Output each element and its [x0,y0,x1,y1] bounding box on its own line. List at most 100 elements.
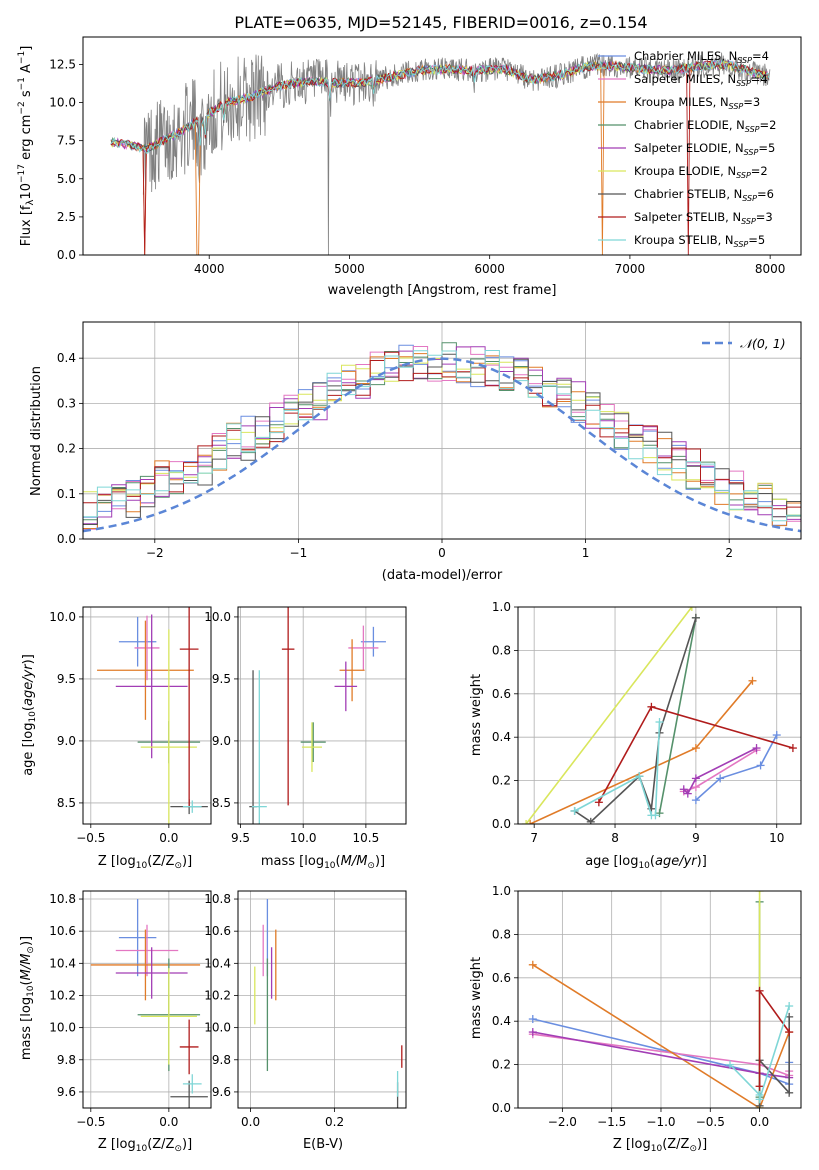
p5-xtick-label: 7 [530,831,538,845]
p5-marker-chabrier-miles [691,796,700,805]
weight-z-xlabel: Z [log10(Z/Z⊙)] [613,1137,707,1154]
p4-frame [237,606,407,825]
age-vs-mass-panel: 9.5 10.0 10.5 8.5 9.0 9.5 10.0 mass [log10(M/M… [204,606,407,871]
p6-xtick-label: 0.0 [159,1115,178,1129]
p5-xtick-label: 8 [611,831,619,845]
p3-frame [82,606,212,825]
p7-frame [237,890,407,1109]
p3-xtick-label: 0.0 [159,831,178,845]
p5-marker-salpeter-miles [691,783,700,792]
mass-vs-metallicity-panel: −0.5 0.0 9.6 9.8 10.0 10.2 10.4 10.6 10.8 Z [log… [19,890,212,1154]
p4-ytick-label: 8.5 [212,796,231,810]
p1-ytick-label: 2.5 [57,210,76,224]
p5-marker-kroupa-stelib [655,718,664,727]
legend-label-kroupa-elodie: Kroupa ELODIE, NSSP=2 [634,164,768,180]
legend-label-chabrier-miles: Chabrier MILES, NSSP=4 [634,49,769,65]
model-spectrum-salpeter-stelib [110,60,769,255]
p8-marker-kroupa-stelib [726,1060,735,1069]
histogram-kroupa-stelib [83,350,801,522]
residual-xlabel: (data-model)/error [382,568,503,583]
p5-marker-chabrier-miles [756,761,765,770]
p2-xtick-label: 1 [582,546,590,560]
p1-ytick-label: 0.0 [57,248,76,262]
age-z-xlabel: Z [log10(Z/Z⊙)] [98,854,192,871]
p5-marker-chabrier-stelib [586,817,595,824]
p8-frame [517,890,802,1109]
legend-label-normal: 𝒩(0, 1) [740,336,786,351]
p5-frame [517,606,802,825]
p8-ytick-label: 0.6 [492,971,511,985]
age-z-ylabel: age [log10(age/yr)] [21,654,38,776]
p5-marker-chabrier-elodie [655,809,664,818]
p5-marker-salpeter-stelib [647,702,656,711]
mass-vs-extinction-panel: 0.0 0.2 9.6 9.8 10.0 10.2 10.4 10.6 10.8 E(B-V) [204,890,407,1152]
p5-marker-kroupa-miles [691,744,700,753]
p8-ytick-label: 0.8 [492,927,511,941]
normal-curve [83,357,801,533]
p8-series-chabrier-stelib [758,1016,791,1106]
p8-ytick-label: 0.4 [492,1014,511,1028]
p5-marker-kroupa-stelib [570,806,579,815]
weight-age-xlabel: age [log10(age/yr)] [585,854,707,871]
p5-xtick-label: 9 [692,831,700,845]
p8-ytick-label: 0.0 [492,1101,511,1115]
p8-marker-chabrier-miles [528,1015,537,1024]
p5-ytick-label: 0.8 [492,643,511,657]
p5-series-chabrier-stelib [574,617,697,823]
p3-xtick-label: −0.5 [76,831,105,845]
p8-series-kroupa-miles [532,964,790,1108]
p5-marker-kroupa-stelib [651,811,660,820]
mass-weight-vs-metallicity-panel: −2.0 −1.5 −1.0 −0.5 0.0 0.0 0.2 0.4 0.6 0.8 1.0 Z … [469,884,802,1154]
p2-xtick-label: 2 [725,546,733,560]
p6-ytick-label: 9.6 [57,1085,76,1099]
p8-marker-salpeter-stelib [755,1082,764,1091]
histogram-salpeter-stelib [83,351,801,510]
mass-z-xlabel: Z [log10(Z/Z⊙)] [98,1137,192,1154]
p5-marker-salpeter-stelib [594,798,603,807]
p6-frame [82,890,212,1109]
residual-histogram-panel: −2 −1 0 1 2 0.0 0.1 0.2 0.3 0.4 𝒩(0, 1) (data-mod… [29,321,802,583]
p1-xtick-label: 8000 [755,262,786,276]
p8-marker-chabrier-stelib [785,1088,794,1097]
p4-xtick-label: 10.5 [353,831,380,845]
p2-ytick-label: 0.4 [57,351,76,365]
p5-ytick-label: 0.6 [492,687,511,701]
p7-ytick-label: 9.6 [212,1085,231,1099]
p8-marker-kroupa-stelib [785,1002,794,1011]
p3-ytick-label: 10.0 [49,610,76,624]
p1-xtick-label: 5000 [334,262,365,276]
p6-ytick-label: 10.4 [49,956,76,970]
p5-marker-chabrier-stelib [691,613,700,622]
age-mass-xlabel: mass [log10(M/M⊙)] [261,854,385,871]
legend-label-chabrier-elodie: Chabrier ELODIE, NSSP=2 [634,118,776,134]
p5-ytick-label: 0.4 [492,730,511,744]
p8-xtick-label: −2.0 [548,1115,577,1129]
p7-ytick-label: 10.2 [204,988,231,1002]
p7-ytick-label: 10.0 [204,1021,231,1035]
legend-label-kroupa-stelib: Kroupa STELIB, NSSP=5 [634,233,765,249]
p5-series-chabrier-elodie [658,617,697,814]
p5-marker-chabrier-miles [772,731,781,740]
p4-ytick-label: 10.0 [204,610,231,624]
mass-z-ylabel: mass [log10(M/M⊙)] [19,936,36,1060]
p8-marker-kroupa-stelib [755,1095,764,1104]
p7-ytick-label: 10.6 [204,924,231,938]
weight-z-ylabel: mass weight [469,957,484,1039]
legend-label-salpeter-elodie: Salpeter ELODIE, NSSP=5 [634,141,775,157]
p6-ytick-label: 9.8 [57,1053,76,1067]
p5-marker-salpeter-elodie [683,789,692,798]
p2-xtick-label: 0 [438,546,446,560]
p3-ytick-label: 8.5 [57,796,76,810]
p4-ytick-label: 9.5 [212,672,231,686]
p2-xtick-label: −1 [290,546,308,560]
p1-frame [82,36,802,256]
p5-ytick-label: 0.2 [492,774,511,788]
p5-ytick-label: 0.0 [492,817,511,831]
p5-xtick-label: 10 [769,831,784,845]
p7-xtick-label: 0.0 [241,1115,260,1129]
mass-ebv-xlabel: E(B-V) [303,1137,343,1152]
spectrum-legend: Chabrier MILES, NSSP=4 Salpeter MILES, NS… [598,49,776,249]
p8-xtick-label: −1.5 [597,1115,626,1129]
p2-xtick-label: −2 [146,546,164,560]
